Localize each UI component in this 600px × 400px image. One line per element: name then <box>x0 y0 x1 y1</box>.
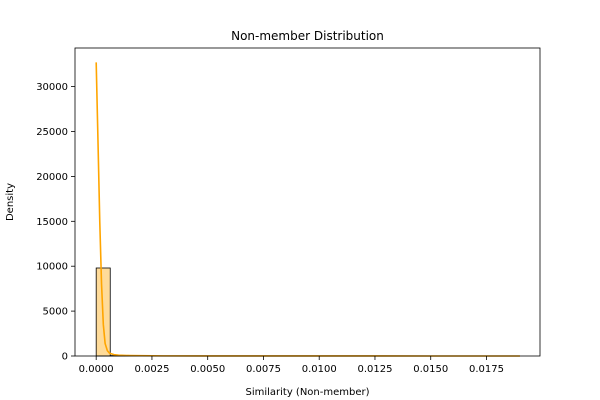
x-tick-label: 0.0175 <box>469 364 504 375</box>
y-tick-label: 10000 <box>36 262 68 273</box>
x-tick-label: 0.0025 <box>134 364 169 375</box>
y-tick-label: 15000 <box>36 217 68 228</box>
x-tick-label: 0.0125 <box>357 364 392 375</box>
y-tick-label: 5000 <box>43 307 68 318</box>
x-tick-label: 0.0050 <box>190 364 225 375</box>
x-axis-ticks: 0.0000 0.0025 0.0050 0.0075 0.0100 0.0125 0.01… <box>79 356 504 375</box>
y-tick-label: 20000 <box>36 172 68 183</box>
histogram-bars <box>95 267 167 357</box>
x-tick-label: 0.0000 <box>79 364 114 375</box>
x-tick-label: 0.0075 <box>246 364 281 375</box>
y-axis-label: Density <box>5 183 16 221</box>
y-axis-ticks: 0 5000 10000 15000 20000 25000 30000 <box>36 82 75 363</box>
y-tick-label: 30000 <box>36 82 68 93</box>
x-axis-label: Similarity (Non-member) <box>245 387 369 398</box>
x-tick-label: 0.0150 <box>413 364 448 375</box>
y-tick-label: 25000 <box>36 127 68 138</box>
kde-curve <box>95 62 520 357</box>
chart-title: Non-member Distribution <box>231 29 384 43</box>
plot-frame <box>74 47 541 357</box>
x-tick-label: 0.0100 <box>302 364 337 375</box>
y-tick-label: 0 <box>62 352 68 363</box>
